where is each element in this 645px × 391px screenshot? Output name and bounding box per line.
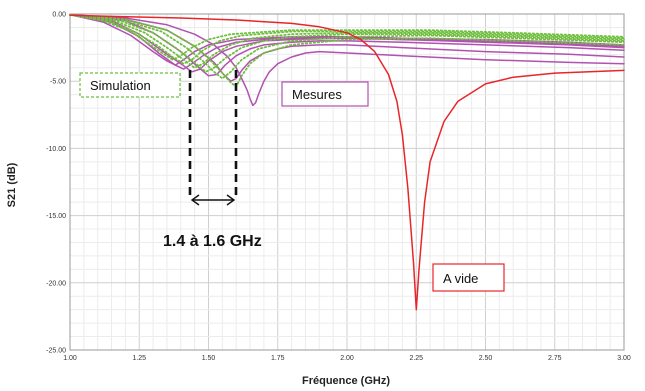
simulation-label-box [79,72,181,98]
y-tick-label: -10.00 [46,146,66,153]
a-vide-series-line [69,14,625,311]
simulation-series-line [69,13,625,80]
x-tick-label: 1.00 [63,355,77,362]
mesures-label-box [281,81,369,107]
mesures-series-line [69,13,625,107]
x-tick-label: 1.75 [271,355,285,362]
y-tick-label: -20.00 [46,280,66,287]
x-tick-label: 3.00 [617,355,631,362]
x-tick-label: 1.25 [132,355,146,362]
simulation-series-line [69,13,625,65]
x-tick-label: 2.50 [479,355,493,362]
simulation-series-line [69,13,625,61]
series-layer [69,13,625,311]
mesures-series-line [69,13,625,70]
tick-labels: 1.00 1.25 1.50 1.75 2.00 2.25 2.50 2.75 3.00 0.00… [46,12,631,363]
range-label: 1.4 à 1.6 GHz [163,233,262,250]
plot-frame [69,13,625,351]
y-tick-label: -25.00 [46,348,66,355]
simulation-series-line [69,13,625,73]
y-tick-label: -15.00 [46,213,66,220]
mesures-label: Mesures [292,87,342,102]
y-axis-title: S21 (dB) [6,162,18,207]
range-arrow-left-head [190,194,200,206]
x-tick-label: 2.00 [340,355,354,362]
x-tick-label: 1.50 [202,355,216,362]
x-axis-title: Fréquence (GHz) [302,375,390,387]
a-vide-label: A vide [443,271,478,286]
x-tick-label: 2.75 [548,355,562,362]
y-tick-label: 0.00 [52,12,66,19]
y-tick-label: -5.00 [50,79,66,86]
simulation-series-line [69,13,625,69]
x-tick-label: 2.25 [409,355,423,362]
simulation-label: Simulation [90,78,151,93]
range-arrow-right-head [226,194,236,206]
a-vide-label-box [432,263,505,292]
grid [69,13,625,351]
